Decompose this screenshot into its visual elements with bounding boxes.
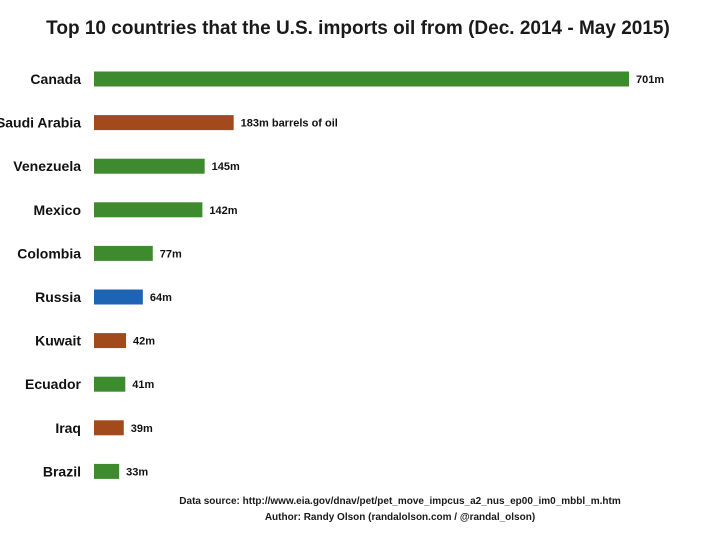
bar-iraq	[94, 420, 124, 436]
bars-group: Canada 701m Saudi Arabia 183m barrels of oi…	[0, 71, 664, 479]
category-label-venezuela: Venezuela	[13, 158, 81, 174]
value-label-colombia: 77m	[160, 248, 182, 260]
value-label-iraq: 39m	[131, 423, 153, 435]
value-label-russia: 64m	[150, 292, 172, 304]
bar-colombia	[94, 245, 153, 261]
category-label-brazil: Brazil	[43, 463, 81, 479]
value-label-ecuador: 41m	[132, 379, 154, 391]
category-label-russia: Russia	[35, 289, 81, 305]
category-label-canada: Canada	[30, 71, 81, 87]
category-label-ecuador: Ecuador	[25, 376, 82, 392]
category-label-iraq: Iraq	[55, 420, 81, 436]
category-label-mexico: Mexico	[34, 202, 81, 218]
value-label-venezuela: 145m	[212, 161, 240, 173]
data-source-note: Data source: http://www.eia.gov/dnav/pet…	[179, 496, 621, 507]
value-label-canada: 701m	[636, 74, 664, 86]
bar-ecuador	[94, 376, 126, 392]
bar-saudi-arabia	[94, 115, 234, 131]
value-label-brazil: 33m	[126, 466, 148, 478]
bar-venezuela	[94, 158, 205, 174]
bar-brazil	[94, 463, 120, 479]
author-note: Author: Randy Olson (randalolson.com / @…	[265, 512, 535, 523]
bar-russia	[94, 289, 143, 305]
chart-title: Top 10 countries that the U.S. imports o…	[46, 18, 670, 39]
category-label-colombia: Colombia	[17, 245, 81, 261]
category-label-saudi-arabia: Saudi Arabia	[0, 115, 81, 131]
bar-canada	[94, 71, 629, 87]
bar-kuwait	[94, 333, 127, 349]
bar-mexico	[94, 202, 203, 218]
value-label-mexico: 142m	[209, 205, 237, 217]
value-label-saudi-arabia: 183m barrels of oil	[241, 118, 338, 130]
value-label-kuwait: 42m	[133, 336, 155, 348]
category-label-kuwait: Kuwait	[35, 333, 81, 349]
